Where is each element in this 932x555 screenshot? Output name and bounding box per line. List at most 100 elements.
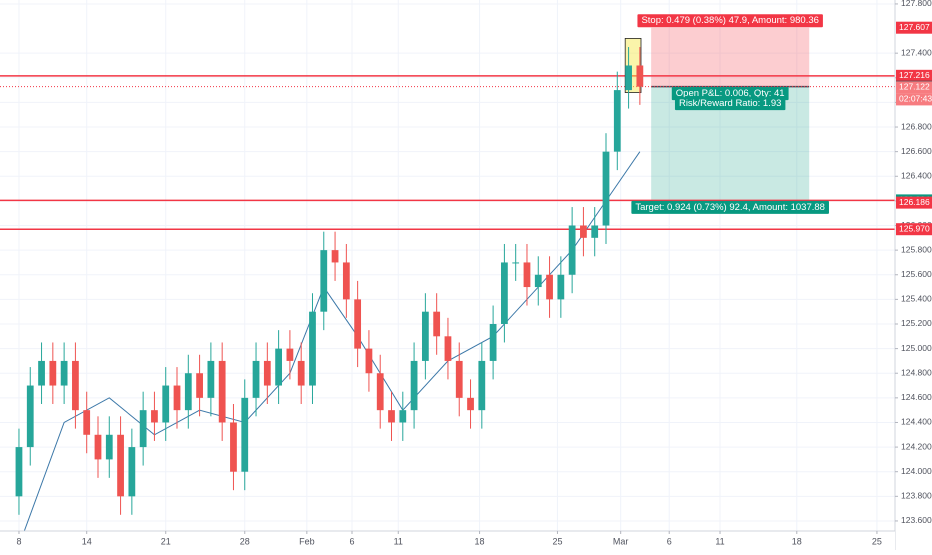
- target-label-group: Target: 0.924 (0.73%) 92.4, Amount: 1037…: [631, 200, 829, 214]
- candle-body: [444, 336, 452, 361]
- y-tick-label: 125.400: [901, 294, 932, 304]
- price-label: 126.186: [899, 197, 930, 207]
- price-label: 127.607: [899, 22, 930, 32]
- candle-body: [421, 311, 429, 361]
- candle-body: [94, 434, 102, 460]
- candle-body: [15, 447, 23, 497]
- pnl-label: Open P&L: 0.006, Qty: 41: [676, 88, 785, 99]
- candle-body: [410, 360, 418, 411]
- pnl-label-bg: [671, 87, 789, 101]
- candle-body: [331, 250, 339, 263]
- candle-body: [354, 299, 362, 349]
- candle-body: [388, 410, 395, 423]
- x-tick-label: 11: [394, 536, 403, 546]
- candle-body: [196, 373, 203, 398]
- y-tick-label: 124.400: [901, 417, 932, 427]
- x-tick-label: 28: [240, 536, 250, 546]
- candle-body: [602, 151, 610, 226]
- stop-label-group: Stop: 0.479 (0.38%) 47.9, Amount: 980.36: [637, 14, 823, 28]
- candle-body: [275, 348, 283, 386]
- candle-body: [376, 373, 384, 411]
- y-tick-label: 127.800: [901, 0, 932, 8]
- price-label-bg: [896, 69, 932, 82]
- y-tick-label: 125.000: [901, 343, 932, 353]
- price-label-bg: [896, 81, 932, 94]
- candle-body: [309, 311, 316, 386]
- candle-body: [342, 262, 350, 300]
- y-tick-label: 127.400: [901, 47, 932, 57]
- x-tick-label: 25: [872, 536, 882, 546]
- candle-body: [455, 360, 463, 398]
- y-tick-label: 123.600: [901, 515, 932, 525]
- candle-body: [83, 410, 91, 435]
- stop-label-bg: [637, 14, 823, 28]
- candle-body: [263, 360, 271, 386]
- candle-body: [467, 397, 474, 411]
- candle-body: [557, 274, 565, 300]
- candle-body: [38, 360, 45, 386]
- moving-average: [18, 151, 641, 546]
- candle-body: [320, 250, 328, 312]
- candle-body: [534, 274, 542, 288]
- x-tick-label: Feb: [299, 536, 315, 546]
- candle-body: [241, 397, 249, 472]
- x-tick-label: 6: [349, 536, 354, 546]
- candle-body: [72, 360, 79, 411]
- candle-body: [173, 385, 181, 411]
- candle-body: [580, 225, 587, 238]
- candle-body: [184, 373, 192, 411]
- time-axis-bg: [0, 531, 895, 550]
- candle-body: [49, 360, 57, 386]
- candle-body: [546, 274, 553, 300]
- candle-body: [218, 360, 226, 423]
- stop-label: Stop: 0.479 (0.38%) 47.9, Amount: 980.36: [641, 15, 818, 26]
- x-tick-label: 6: [667, 536, 672, 546]
- y-tick-label: 125.600: [901, 269, 932, 279]
- y-tick-label: 125.200: [901, 318, 932, 328]
- candle-body: [433, 311, 441, 337]
- candle-body: [625, 65, 632, 91]
- candle-body: [230, 422, 237, 472]
- candle-body: [523, 262, 531, 288]
- candle-body: [568, 225, 576, 275]
- rr-label-bg: [674, 97, 786, 111]
- candle-body: [252, 360, 260, 398]
- x-tick-label: Mar: [613, 536, 629, 546]
- x-tick-label: 18: [792, 536, 802, 546]
- candle-body: [139, 410, 147, 448]
- countdown: 02:07:43: [899, 94, 932, 104]
- pnl-label-group: Open P&L: 0.006, Qty: 41: [671, 87, 789, 101]
- x-tick-label: 11: [715, 536, 724, 546]
- y-tick-label: 126.600: [901, 146, 932, 156]
- candle-body: [26, 385, 34, 448]
- y-tick-label: 124.600: [901, 392, 932, 402]
- candle-body: [60, 360, 68, 386]
- candle-body: [162, 385, 170, 423]
- candle-body: [297, 360, 305, 386]
- candle-body: [591, 225, 599, 238]
- candle-body: [399, 410, 407, 423]
- target-label-bg: [631, 200, 829, 214]
- y-tick-label: 126.400: [901, 171, 932, 181]
- y-tick-label: 124.200: [901, 441, 932, 451]
- price-label: 127.122: [899, 82, 930, 92]
- x-tick-label: 25: [552, 536, 562, 546]
- target-label: Target: 0.924 (0.73%) 92.4, Amount: 1037…: [635, 202, 825, 213]
- x-tick-label: 14: [82, 536, 92, 546]
- rr-label: Risk/Reward Ratio: 1.93: [679, 98, 781, 109]
- price-label: 125.970: [899, 223, 930, 233]
- candle-body: [128, 447, 136, 497]
- candle-body: [478, 360, 486, 411]
- price-label-bg: [896, 21, 932, 34]
- countdown-bg: [896, 93, 932, 106]
- y-tick-label: 126.800: [901, 121, 932, 131]
- candle-body: [501, 262, 508, 324]
- candle-body: [207, 360, 215, 398]
- y-tick-label: 123.800: [901, 491, 932, 501]
- candle-body: [151, 410, 158, 423]
- stop-zone: [651, 27, 810, 87]
- x-tick-label: 21: [161, 536, 171, 546]
- candle-body: [636, 65, 644, 87]
- candle-body: [286, 348, 294, 361]
- y-tick-label: 125.800: [901, 244, 932, 254]
